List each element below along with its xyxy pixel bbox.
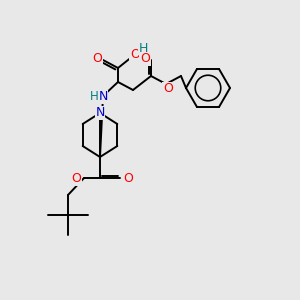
Text: H: H xyxy=(138,41,148,55)
Text: O: O xyxy=(123,172,133,184)
Text: H: H xyxy=(90,91,98,103)
Text: O: O xyxy=(163,82,173,95)
Text: N: N xyxy=(95,106,105,119)
Text: O: O xyxy=(140,52,150,65)
Text: O: O xyxy=(92,52,102,65)
Text: N: N xyxy=(98,91,108,103)
Text: O: O xyxy=(71,172,81,185)
Text: O: O xyxy=(130,47,140,61)
